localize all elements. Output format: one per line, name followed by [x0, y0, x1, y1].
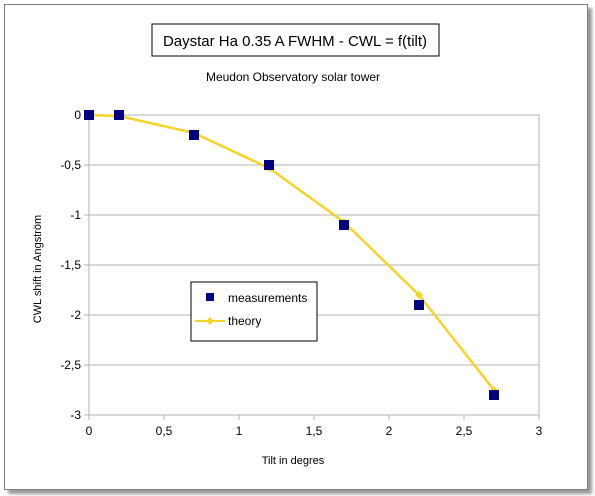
x-tick-label: 1: [236, 424, 243, 438]
y-tick-label: -3: [70, 408, 81, 422]
legend-theory-marker: [206, 317, 214, 325]
measurement-point: [189, 130, 199, 140]
y-tick-labels: 0 -0,5 -1 -1,5 -2 -2,5 -3: [60, 108, 81, 422]
title-box: [151, 23, 440, 57]
x-tick-label: 0,5: [156, 424, 173, 438]
plot-area: 0 0,5 1 1,5 2 2,5 3 0 -0,5 -1 -1,5 -2 -2,5 -3: [60, 108, 542, 438]
legend-theory-label: theory: [228, 314, 261, 328]
y-tick-label: -1,5: [60, 258, 81, 272]
measurement-point: [489, 390, 499, 400]
y-tick-label: -2,5: [60, 358, 81, 372]
measurement-point: [339, 220, 349, 230]
x-axis-label: Tilt in degres: [262, 455, 325, 467]
chart-frame: Daystar Ha 0.35 A FWHM - CWL = f(tilt) M…: [4, 4, 588, 490]
y-tick-label: 0: [74, 108, 81, 122]
x-tick-label: 1,5: [306, 424, 323, 438]
legend-measurements-label: measurements: [228, 291, 307, 305]
chart-title: Daystar Ha 0.35 A FWHM - CWL = f(tilt): [163, 33, 427, 50]
legend: measurements theory: [190, 281, 318, 342]
x-tick-label: 0: [86, 424, 93, 438]
axes: [84, 114, 540, 420]
chart: Daystar Ha 0.35 A FWHM - CWL = f(tilt) M…: [32, 23, 543, 467]
y-tick-label: -2: [70, 308, 81, 322]
measurement-point: [264, 160, 274, 170]
x-tick-label: 3: [536, 424, 543, 438]
x-tick-label: 2,5: [456, 424, 473, 438]
chart-subtitle: Meudon Observatory solar tower: [206, 70, 380, 84]
x-tick-labels: 0 0,5 1 1,5 2 2,5 3: [86, 424, 543, 438]
legend-measurements-marker: [206, 293, 214, 301]
measurement-point: [84, 110, 94, 120]
y-tick-label: -0,5: [60, 158, 81, 172]
measurement-point: [114, 110, 124, 120]
x-tick-label: 2: [386, 424, 393, 438]
series-measurements: [84, 110, 499, 400]
measurement-point: [414, 300, 424, 310]
legend-box: [190, 281, 318, 342]
y-axis-label: CWL shift in Angström: [32, 215, 44, 323]
y-tick-label: -1: [70, 208, 81, 222]
theory-point: [415, 291, 423, 299]
